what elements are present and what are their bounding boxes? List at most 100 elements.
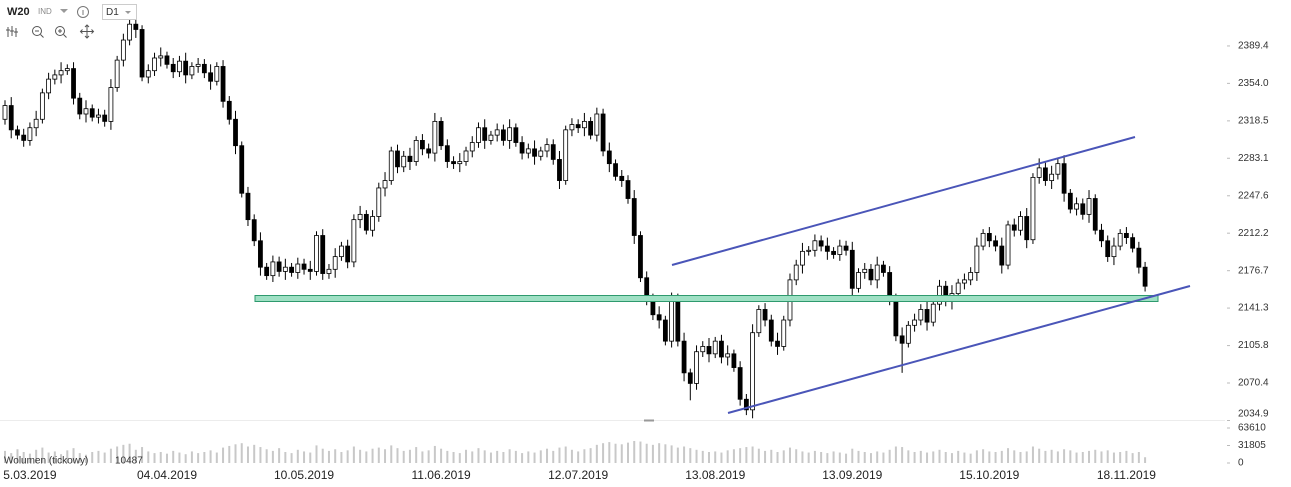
volume-bar xyxy=(720,452,723,463)
candle-body xyxy=(432,120,438,154)
candle-body xyxy=(1099,229,1104,242)
symbol[interactable]: W20 xyxy=(7,6,30,18)
channel-lower[interactable] xyxy=(727,285,1191,414)
chart-type-icon[interactable] xyxy=(6,26,18,37)
volume-bar xyxy=(1131,453,1134,463)
candle-body xyxy=(376,187,382,217)
volume-bar xyxy=(415,447,418,463)
candle-body xyxy=(152,57,157,72)
volume-bar xyxy=(1081,451,1084,463)
volume-bar xyxy=(78,453,81,463)
candle-body xyxy=(220,66,226,102)
candle-body xyxy=(457,161,463,165)
zoom-out-glyph xyxy=(35,30,44,38)
y-tick-label: 2105.8 xyxy=(1238,340,1269,351)
volume-bar xyxy=(994,451,997,463)
volume-value: 10487 xyxy=(115,456,143,467)
pan-icon[interactable] xyxy=(79,24,95,39)
y-tick-label: 2354.0 xyxy=(1238,78,1269,89)
volume-bar xyxy=(608,442,611,463)
volume-bar xyxy=(240,443,243,463)
volume-bar xyxy=(1137,451,1140,463)
candle-body xyxy=(762,309,768,321)
interval-box[interactable] xyxy=(102,4,137,20)
x-tick-label: 12.07.2019 xyxy=(548,468,608,482)
volume-bar xyxy=(408,449,411,463)
volume-bar xyxy=(627,442,629,463)
zoom-in-icon[interactable] xyxy=(55,26,65,36)
candle-body xyxy=(1011,224,1017,231)
volume-bar xyxy=(1000,450,1003,463)
volume-bar xyxy=(676,447,679,463)
volume-bar xyxy=(377,447,380,463)
volume-bar xyxy=(770,449,773,463)
volume-bar xyxy=(60,454,63,463)
volume-bar xyxy=(801,451,804,463)
candle-body xyxy=(662,319,668,342)
channel-upper[interactable] xyxy=(671,136,1136,266)
volume-bar xyxy=(645,443,648,463)
volume-bar xyxy=(539,450,542,463)
volume-bar xyxy=(795,449,798,463)
candle-body xyxy=(712,340,718,355)
volume-bar xyxy=(172,450,175,463)
volume-bar xyxy=(975,450,978,463)
volume-bar xyxy=(359,449,362,463)
candle-body xyxy=(1111,245,1117,258)
zoom-in-glyph xyxy=(58,29,67,38)
volume-bar xyxy=(278,448,281,463)
volume-bar xyxy=(589,448,592,463)
volume-bar xyxy=(390,445,393,463)
volume-bar xyxy=(53,451,56,463)
volume-bar xyxy=(303,451,306,463)
volume-bar xyxy=(477,448,480,463)
candle-body xyxy=(750,332,755,411)
candle-body xyxy=(382,180,388,189)
volume-bar xyxy=(726,450,729,463)
volume-bar xyxy=(1031,446,1034,463)
candle-body xyxy=(413,140,419,162)
candle-body xyxy=(507,127,513,141)
volume-bar xyxy=(807,452,810,463)
volume-bar xyxy=(764,450,767,463)
candle-body xyxy=(980,232,986,247)
volume-bar xyxy=(1063,449,1066,463)
volume-tick-label: 0 xyxy=(1238,458,1244,469)
candle-body xyxy=(1105,240,1111,258)
symbol-dropdown[interactable] xyxy=(60,9,68,13)
info-button[interactable] xyxy=(77,6,89,18)
candle-body xyxy=(158,55,164,59)
zoom-out-icon[interactable] xyxy=(32,26,42,36)
volume-bar xyxy=(670,445,673,463)
candle-body xyxy=(476,127,481,143)
candle-body xyxy=(52,74,58,80)
volume-bar xyxy=(664,444,667,463)
candle-body xyxy=(488,134,494,141)
candle-body xyxy=(719,340,724,358)
volume-bar xyxy=(913,451,916,463)
volume-bar xyxy=(658,443,661,463)
candle-body xyxy=(239,145,245,194)
volume-bar xyxy=(1094,449,1097,463)
candle-body xyxy=(619,175,625,181)
candle-body xyxy=(818,240,824,247)
x-tick-label: 11.06.2019 xyxy=(412,468,471,482)
volume-bar xyxy=(116,446,119,463)
volume-bar xyxy=(757,448,760,463)
volume-bar xyxy=(751,446,754,463)
volume-bar xyxy=(857,450,860,463)
volume-bar xyxy=(1056,451,1059,463)
volume-bar xyxy=(832,451,835,463)
volume-bar xyxy=(309,452,312,463)
volume-bar xyxy=(689,448,692,463)
candle-body xyxy=(656,314,662,321)
volume-bar xyxy=(28,453,31,463)
candle-body xyxy=(831,250,836,255)
candle-body xyxy=(725,353,731,358)
volume-bar xyxy=(421,451,424,463)
volume-bar xyxy=(334,449,337,463)
volume-bar xyxy=(184,454,187,463)
candle-body xyxy=(395,150,400,168)
volume-bar xyxy=(440,448,443,463)
support-zone[interactable] xyxy=(254,295,1159,302)
